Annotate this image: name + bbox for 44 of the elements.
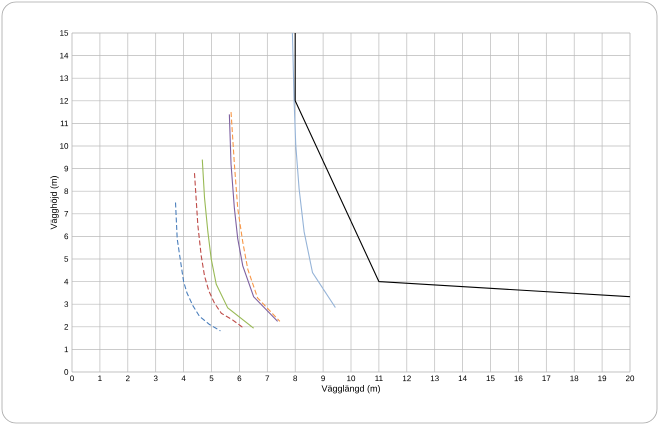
y-tick-label: 13 [60,75,68,82]
x-tick-label: 2 [126,376,130,382]
line-series [292,32,336,308]
y-tick-label: 10 [60,143,68,149]
x-tick-label: 0 [70,376,74,382]
x-tick-label: 20 [626,376,634,382]
x-tick-label: 5 [210,376,214,382]
x-axis-title: Vägglängd (m) [322,385,380,394]
y-tick-label: 9 [64,166,68,172]
x-tick-label: 6 [238,376,242,382]
x-tick-label: 12 [402,376,411,382]
x-tick-label: 19 [598,376,606,382]
x-tick-label: 1 [98,376,102,382]
y-axis-title: Vägghöjd (m) [50,176,59,230]
y-tick-label: 7 [64,211,68,217]
y-tick-label: 12 [60,98,68,104]
x-tick-label: 17 [542,376,550,382]
x-tick-label: 10 [347,376,356,382]
line-series [174,202,221,332]
y-tick-label: 5 [64,256,68,262]
y-tick-label: 14 [60,52,68,58]
line-series [294,32,630,298]
y-tick-label: 11 [60,120,68,126]
line-series [202,159,254,329]
y-tick-label: 0 [64,369,68,375]
y-tick-label: 6 [64,234,68,240]
x-tick-label: 11 [375,376,383,382]
x-tick-label: 7 [265,376,270,382]
x-tick-label: 3 [154,376,158,382]
y-tick-label: 1 [64,346,68,352]
y-tick-label: 2 [64,324,68,330]
x-tick-label: 9 [321,376,325,382]
x-tick-label: 15 [486,376,495,382]
y-tick-label: 15 [60,30,68,36]
x-tick-label: 4 [182,376,186,382]
x-tick-label: 8 [293,376,298,382]
y-tick-label: 4 [64,278,68,284]
x-tick-label: 14 [458,376,467,382]
y-tick-label: 3 [64,301,68,308]
x-tick-label: 18 [570,376,578,382]
x-tick-label: 16 [514,376,522,382]
line-series [194,172,244,328]
y-tick-label: 8 [64,188,68,194]
x-tick-label: 13 [430,376,439,382]
